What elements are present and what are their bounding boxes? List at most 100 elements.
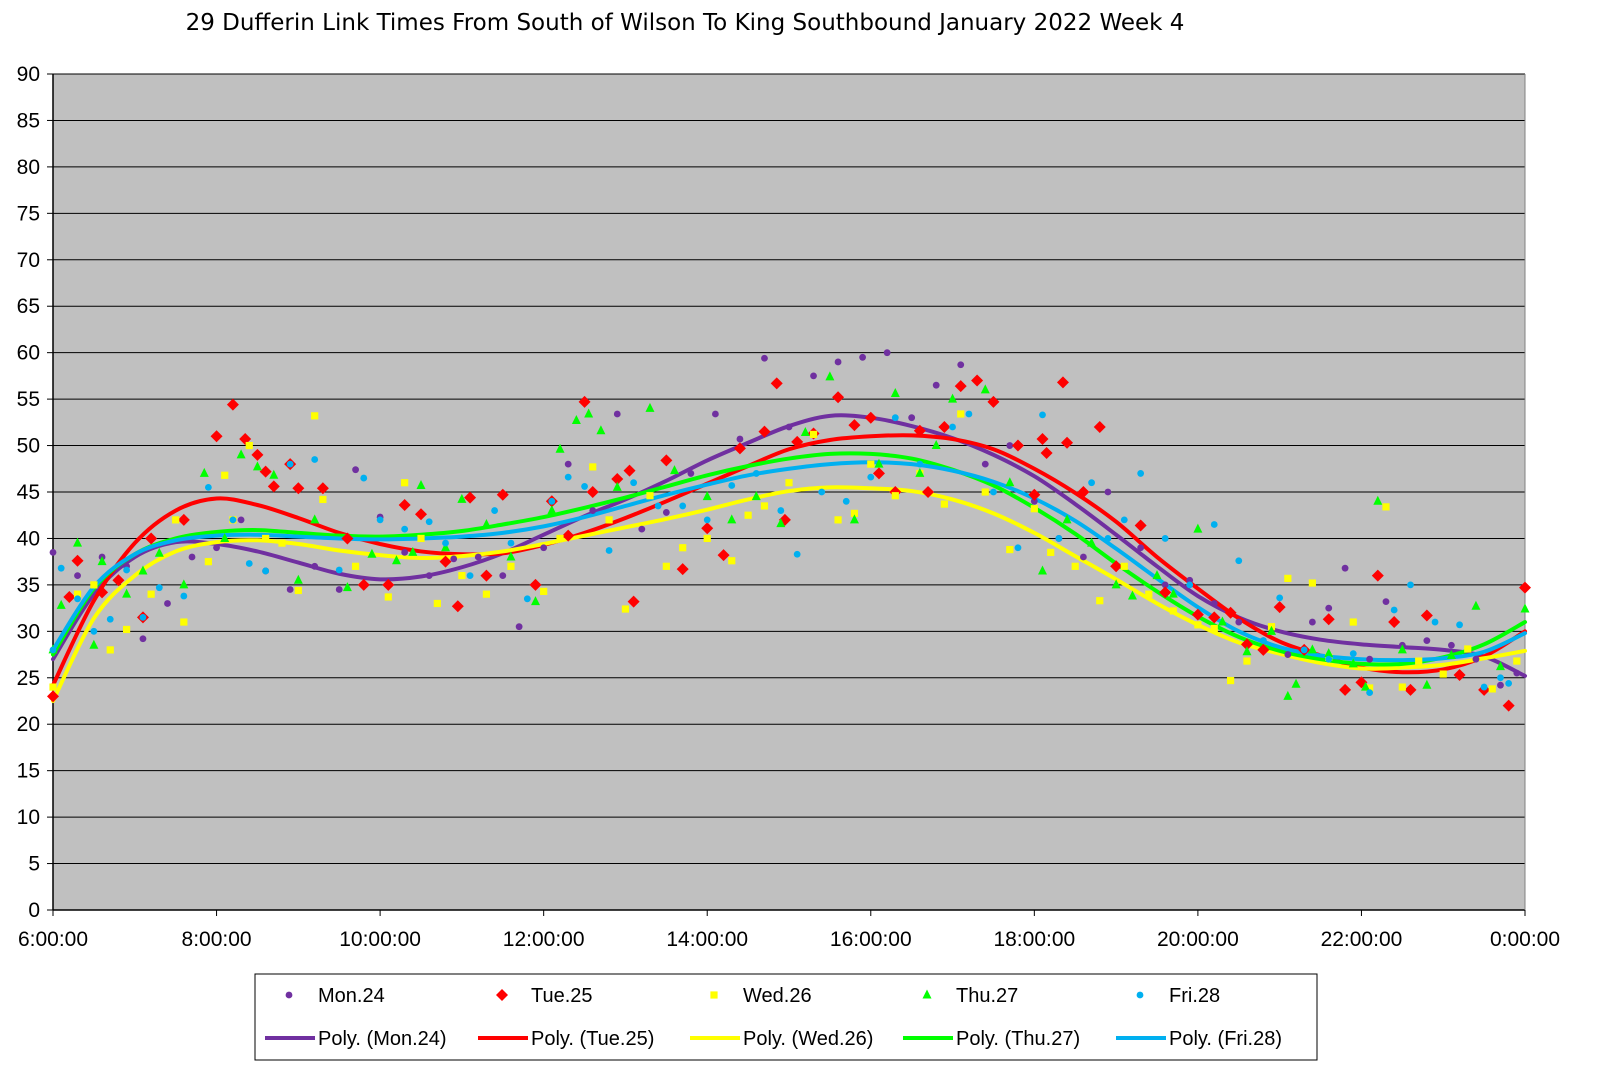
point-fri-28 bbox=[1186, 581, 1194, 589]
point-fri-28 bbox=[891, 414, 899, 422]
legend-label: Poly. (Tue.25) bbox=[531, 1028, 654, 1050]
point-tue-25 bbox=[1077, 486, 1090, 498]
x-tick-label: 22:00:00 bbox=[1321, 928, 1403, 951]
point-thu-27 bbox=[555, 443, 565, 453]
point-tue-25 bbox=[1224, 606, 1237, 619]
point-thu-27 bbox=[670, 465, 680, 475]
point-thu-27 bbox=[980, 384, 990, 394]
point-wed-26 bbox=[1169, 607, 1177, 615]
point-tue-25 bbox=[701, 522, 714, 535]
point-tue-25 bbox=[676, 563, 689, 576]
legend-label: Fri.28 bbox=[1169, 985, 1220, 1007]
point-wed-26 bbox=[433, 599, 441, 608]
y-tick-label: 5 bbox=[28, 853, 40, 876]
point-fri-28 bbox=[1390, 606, 1398, 614]
point-mon-24 bbox=[1006, 442, 1014, 449]
point-fri-28 bbox=[654, 502, 662, 510]
point-fri-28 bbox=[916, 460, 924, 468]
point-thu-27 bbox=[931, 440, 941, 450]
point-tue-25 bbox=[464, 491, 477, 504]
point-thu-27 bbox=[97, 556, 107, 566]
point-fri-28 bbox=[507, 539, 515, 547]
point-thu-27 bbox=[776, 518, 786, 528]
point-mon-24 bbox=[450, 555, 458, 563]
point-tue-25 bbox=[913, 424, 926, 437]
point-wed-26 bbox=[482, 590, 491, 598]
point-wed-26 bbox=[891, 492, 899, 500]
point-mon-24 bbox=[638, 525, 646, 533]
point-tue-25 bbox=[1134, 519, 1147, 532]
point-fri-28 bbox=[752, 470, 760, 477]
point-thu-27 bbox=[138, 565, 148, 575]
point-wed-26 bbox=[507, 562, 515, 570]
point-tue-25 bbox=[717, 549, 730, 562]
point-wed-26 bbox=[981, 488, 989, 496]
point-mon-24 bbox=[761, 354, 768, 362]
point-wed-26 bbox=[605, 516, 613, 524]
point-mon-24 bbox=[425, 572, 433, 579]
point-wed-26 bbox=[90, 581, 98, 589]
point-mon-24 bbox=[1382, 598, 1390, 606]
point-wed-26 bbox=[1382, 503, 1390, 511]
point-thu-27 bbox=[915, 467, 925, 477]
point-tue-25 bbox=[292, 482, 305, 495]
point-thu-27 bbox=[457, 493, 467, 503]
point-fri-28 bbox=[605, 547, 613, 554]
point-thu-27 bbox=[441, 542, 451, 552]
point-thu-27 bbox=[547, 505, 557, 515]
point-mon-24 bbox=[352, 466, 359, 474]
point-wed-26 bbox=[1194, 621, 1202, 629]
point-wed-26 bbox=[147, 590, 155, 598]
point-fri-28 bbox=[49, 646, 57, 654]
point-tue-25 bbox=[47, 690, 59, 703]
legend-marker bbox=[285, 991, 293, 999]
point-fri-28 bbox=[1366, 689, 1374, 697]
point-thu-27 bbox=[56, 599, 66, 609]
point-thu-27 bbox=[1361, 681, 1371, 691]
point-wed-26 bbox=[49, 683, 57, 691]
point-fri-28 bbox=[581, 483, 588, 490]
point-fri-28 bbox=[90, 627, 98, 635]
point-tue-25 bbox=[1208, 611, 1221, 624]
x-tick-label: 14:00:00 bbox=[666, 928, 748, 951]
point-mon-24 bbox=[834, 358, 842, 366]
point-fri-28 bbox=[180, 592, 188, 600]
legend-label: Poly. (Thu.27) bbox=[956, 1028, 1080, 1050]
point-mon-24 bbox=[1325, 604, 1333, 612]
legend-label: Wed.26 bbox=[743, 985, 812, 1007]
point-wed-26 bbox=[1030, 505, 1038, 513]
point-wed-26 bbox=[589, 463, 597, 471]
point-fri-28 bbox=[1088, 479, 1095, 487]
point-tue-25 bbox=[1322, 613, 1335, 626]
point-thu-27 bbox=[1307, 644, 1317, 654]
point-fri-28 bbox=[1259, 637, 1267, 645]
point-thu-27 bbox=[1217, 616, 1227, 626]
point-thu-27 bbox=[849, 514, 859, 524]
point-tue-25 bbox=[791, 435, 804, 448]
point-wed-26 bbox=[867, 460, 875, 468]
y-tick-label: 85 bbox=[17, 109, 40, 132]
x-tick-label: 12:00:00 bbox=[503, 928, 585, 951]
point-fri-28 bbox=[491, 507, 498, 514]
point-mon-24 bbox=[188, 553, 196, 561]
point-wed-26 bbox=[73, 590, 82, 598]
point-wed-26 bbox=[1464, 645, 1472, 653]
point-thu-27 bbox=[122, 588, 132, 598]
point-mon-24 bbox=[1137, 544, 1145, 552]
point-fri-28 bbox=[1137, 470, 1145, 477]
point-tue-25 bbox=[623, 464, 636, 477]
point-fri-28 bbox=[949, 423, 956, 431]
y-tick-labels: 0 5 10 15 20 25 30 35 40 45 50 55 60 65 70 75 80 85 90 bbox=[17, 63, 40, 922]
point-wed-26 bbox=[1227, 676, 1235, 685]
point-mon-24 bbox=[401, 548, 409, 556]
legend-label: Thu.27 bbox=[956, 985, 1018, 1007]
point-mon-24 bbox=[1497, 681, 1504, 689]
point-mon-24 bbox=[139, 635, 147, 643]
point-mon-24 bbox=[213, 544, 220, 552]
point-fri-28 bbox=[1407, 581, 1414, 589]
point-wed-26 bbox=[458, 572, 466, 580]
legend: Mon.24 Tue.25 Wed.26 Thu.27 Fri.28 Poly. (Mon… bbox=[254, 973, 1318, 1061]
point-mon-24 bbox=[981, 460, 989, 468]
y-tick-label: 60 bbox=[17, 342, 40, 365]
